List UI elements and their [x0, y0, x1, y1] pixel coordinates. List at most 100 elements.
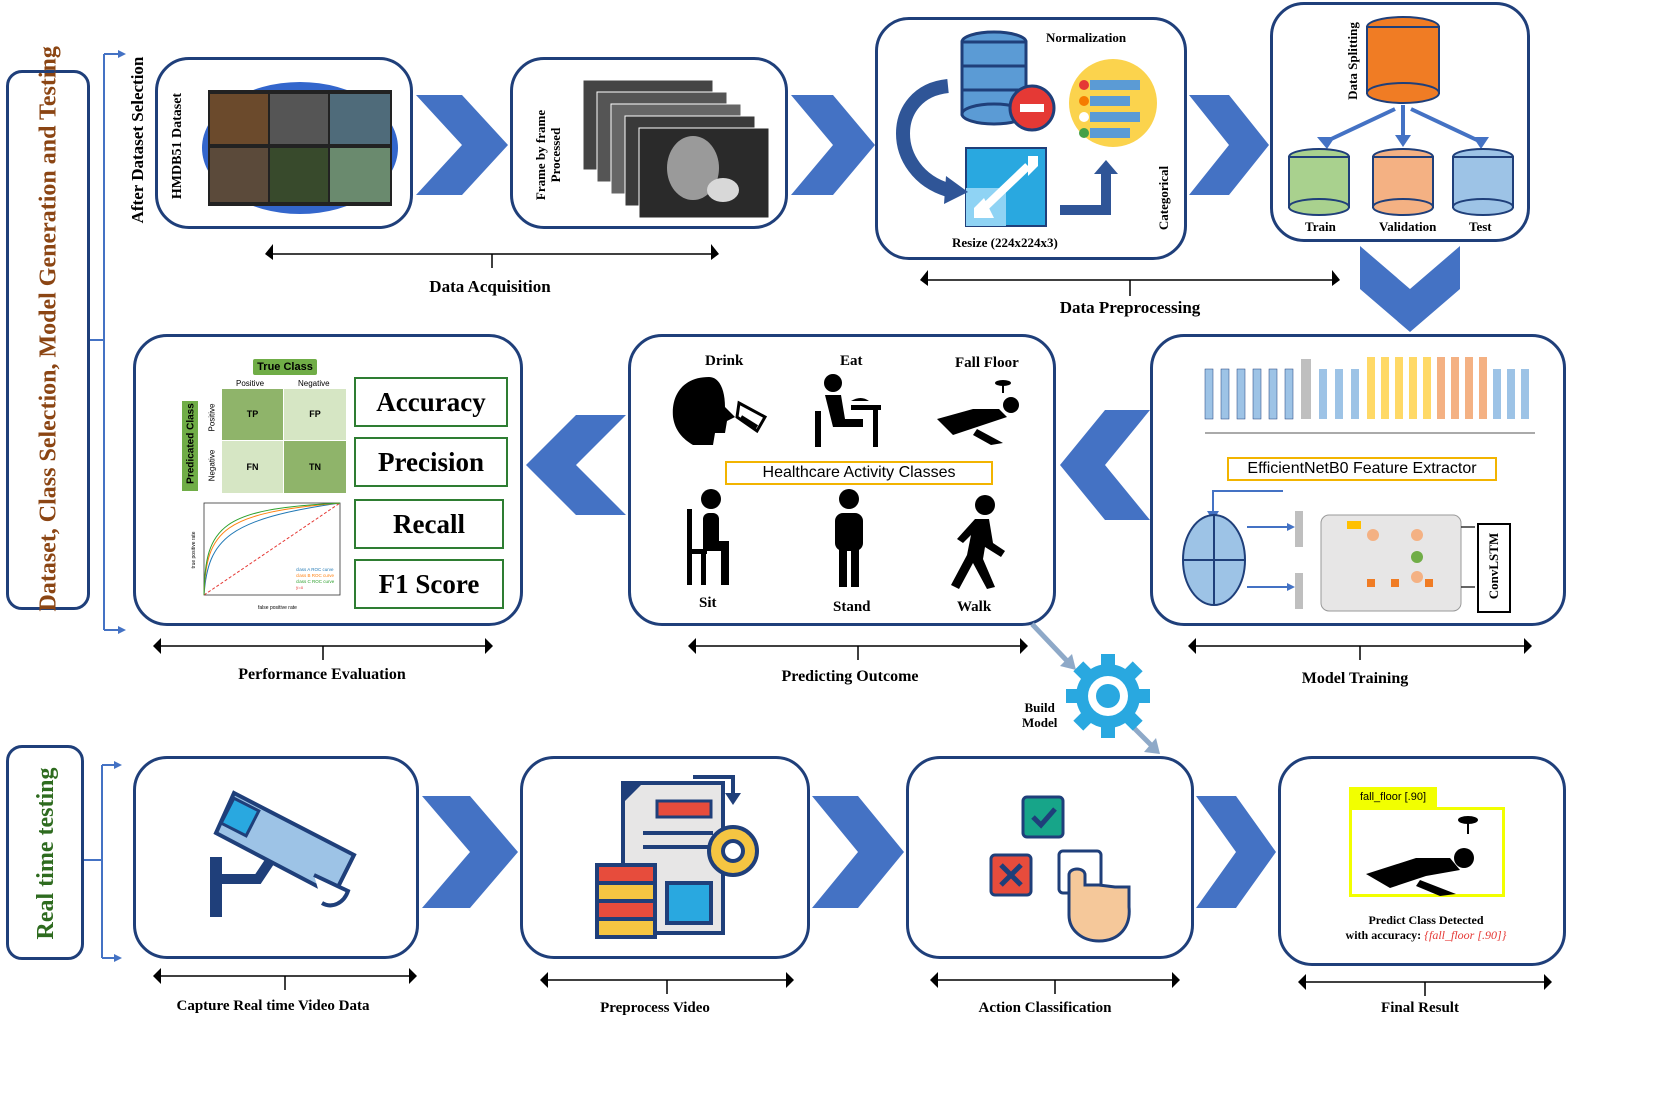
predict-value: {fall_floor [.90]}	[1424, 928, 1507, 942]
chevron-right-icon	[812, 796, 904, 908]
roc-curve-chart	[203, 502, 341, 596]
dataset-box: HMDB51 Dataset	[155, 57, 413, 229]
efficientnet-architecture-diagram	[1204, 357, 1535, 434]
side-panel-top: Dataset, Class Selection, Model Generati…	[6, 46, 90, 612]
side-label-top: Dataset, Class Selection, Model Generati…	[35, 46, 62, 612]
build-model-line2: Model	[1022, 715, 1058, 730]
section-data-preprocessing: Data Preprocessing	[1059, 298, 1201, 317]
section-model-training: Model Training	[1301, 670, 1409, 687]
train-label: Train	[1305, 219, 1336, 234]
convlstm-box: ConvLSTM	[1477, 523, 1511, 613]
roc-legend-c: class C ROC curve	[296, 579, 335, 584]
true-class-badge: True Class	[253, 359, 317, 375]
roc-legend-yx: y=x	[296, 585, 304, 590]
predicated-class-label: Predicated Class	[185, 403, 197, 484]
cctv-camera-icon	[210, 790, 357, 917]
roc-legend: class A ROC curve class B ROC curve clas…	[296, 567, 334, 591]
negative-col-label: Negative	[298, 379, 330, 388]
section-preprocess: Preprocess Video	[600, 1000, 710, 1016]
cell-tn: TN	[284, 441, 346, 493]
section-capture: Capture Real time Video Data	[176, 998, 370, 1014]
action-classification-box	[906, 756, 1194, 959]
bracket-capture	[153, 968, 417, 990]
class-fall-floor-label: Fall Floor	[955, 355, 1019, 371]
flow-up-arrow	[1060, 160, 1118, 215]
normalization-label: Normalization	[1046, 30, 1127, 45]
detection-frame	[1349, 807, 1505, 897]
action-classification-icon	[989, 795, 1131, 943]
roc-xlabel: false positive rate	[258, 605, 297, 611]
predict-text: Predict Class Detected with accuracy: {f…	[1311, 913, 1541, 943]
predict-line1: Predict Class Detected	[1368, 913, 1484, 927]
section-final: Final Result	[1381, 1000, 1459, 1016]
predict-line2-wrap: with accuracy: {fall_floor [.90]}	[1311, 928, 1541, 943]
chevron-right-icon	[791, 95, 875, 195]
confusion-matrix: TP FP FN TN	[222, 389, 346, 493]
negative-row-label: Negative	[207, 449, 217, 482]
bracket-predicting-outcome	[688, 638, 1028, 660]
after-dataset-selection-label: After Dataset Selection	[128, 56, 147, 224]
walk-icon	[951, 495, 1005, 589]
stand-icon	[835, 489, 863, 587]
chevron-left-icon	[526, 415, 626, 515]
bracket-preprocess	[540, 972, 794, 994]
gear-icon	[1030, 622, 1160, 754]
roc-legend-a: class A ROC curve	[296, 567, 334, 572]
bracket-model-training	[1188, 638, 1532, 660]
bracket-classification	[930, 972, 1180, 994]
categorical-list-icon	[1069, 59, 1157, 147]
resize-icon	[965, 147, 1047, 227]
roc-legend-b: class B ROC curve	[296, 573, 335, 578]
predicting-outcome-box: Drink Eat Fall Floor Healthcare Activity…	[628, 334, 1056, 626]
section-classification: Action Classification	[978, 1000, 1112, 1016]
roc-ylabel: true positive rate	[191, 531, 197, 569]
frame-label: Frame by frame Processed	[533, 95, 563, 215]
capture-video-box	[133, 756, 419, 959]
chevron-right-icon	[1189, 95, 1269, 195]
validation-label: Validation	[1379, 219, 1437, 234]
preprocess-video-box	[520, 756, 810, 959]
preprocessing-box: Normalization Resize (224x224x3) Categor…	[875, 17, 1187, 260]
flow-curve-arrow	[896, 79, 968, 204]
preprocess-document-icon	[595, 775, 759, 939]
metric-f1-score: F1 Score	[354, 559, 504, 609]
categorical-label: Categorical	[1156, 165, 1171, 231]
positive-col-label: Positive	[236, 379, 265, 388]
class-eat-label: Eat	[840, 353, 863, 369]
class-walk-label: Walk	[957, 599, 992, 615]
eat-icon	[815, 374, 881, 447]
class-drink-label: Drink	[705, 353, 744, 369]
side-panel-bottom: Real time testing	[6, 745, 84, 960]
class-stand-label: Stand	[833, 599, 871, 615]
build-model-label: Build Model	[1022, 700, 1057, 730]
fall-detected-icon	[1366, 816, 1478, 896]
split-database-diagram	[1288, 16, 1514, 216]
convlstm-cell-diagram	[1247, 511, 1475, 612]
frame-stack-image	[582, 79, 770, 219]
section-predicting-outcome: Predicting Outcome	[781, 668, 919, 685]
build-model-line1: Build	[1024, 700, 1055, 715]
metric-recall: Recall	[354, 499, 504, 549]
model-training-box: EfficientNetB0 Feature Extractor ConvLST…	[1150, 334, 1566, 626]
frame-label-line2: Processed	[548, 127, 563, 183]
chevron-right-icon	[422, 796, 518, 908]
chevron-right-icon	[416, 95, 508, 195]
sit-icon	[687, 489, 729, 585]
section-performance-evaluation: Performance Evaluation	[238, 666, 406, 683]
test-label: Test	[1469, 219, 1492, 234]
cell-fn: FN	[222, 441, 283, 493]
cell-fp: FP	[284, 389, 346, 440]
healthcare-activity-classes-label: Healthcare Activity Classes	[725, 461, 993, 485]
efficientnet-extractor-label: EfficientNetB0 Feature Extractor	[1227, 457, 1497, 481]
chevron-right-icon	[1196, 796, 1276, 908]
side-label-bottom: Real time testing	[33, 767, 59, 940]
bracket-data-acquisition	[265, 244, 719, 268]
drink-icon	[672, 377, 768, 445]
section-data-acquisition: Data Acquisition	[429, 277, 551, 296]
performance-evaluation-box: True Class Positive Negative Predicated …	[133, 334, 523, 626]
frame-label-line1: Frame by frame	[533, 109, 548, 201]
predict-line2: with accuracy:	[1345, 928, 1425, 942]
metric-accuracy: Accuracy	[354, 377, 508, 427]
chevron-left-icon	[1060, 410, 1150, 520]
resize-label: Resize (224x224x3)	[952, 235, 1058, 250]
